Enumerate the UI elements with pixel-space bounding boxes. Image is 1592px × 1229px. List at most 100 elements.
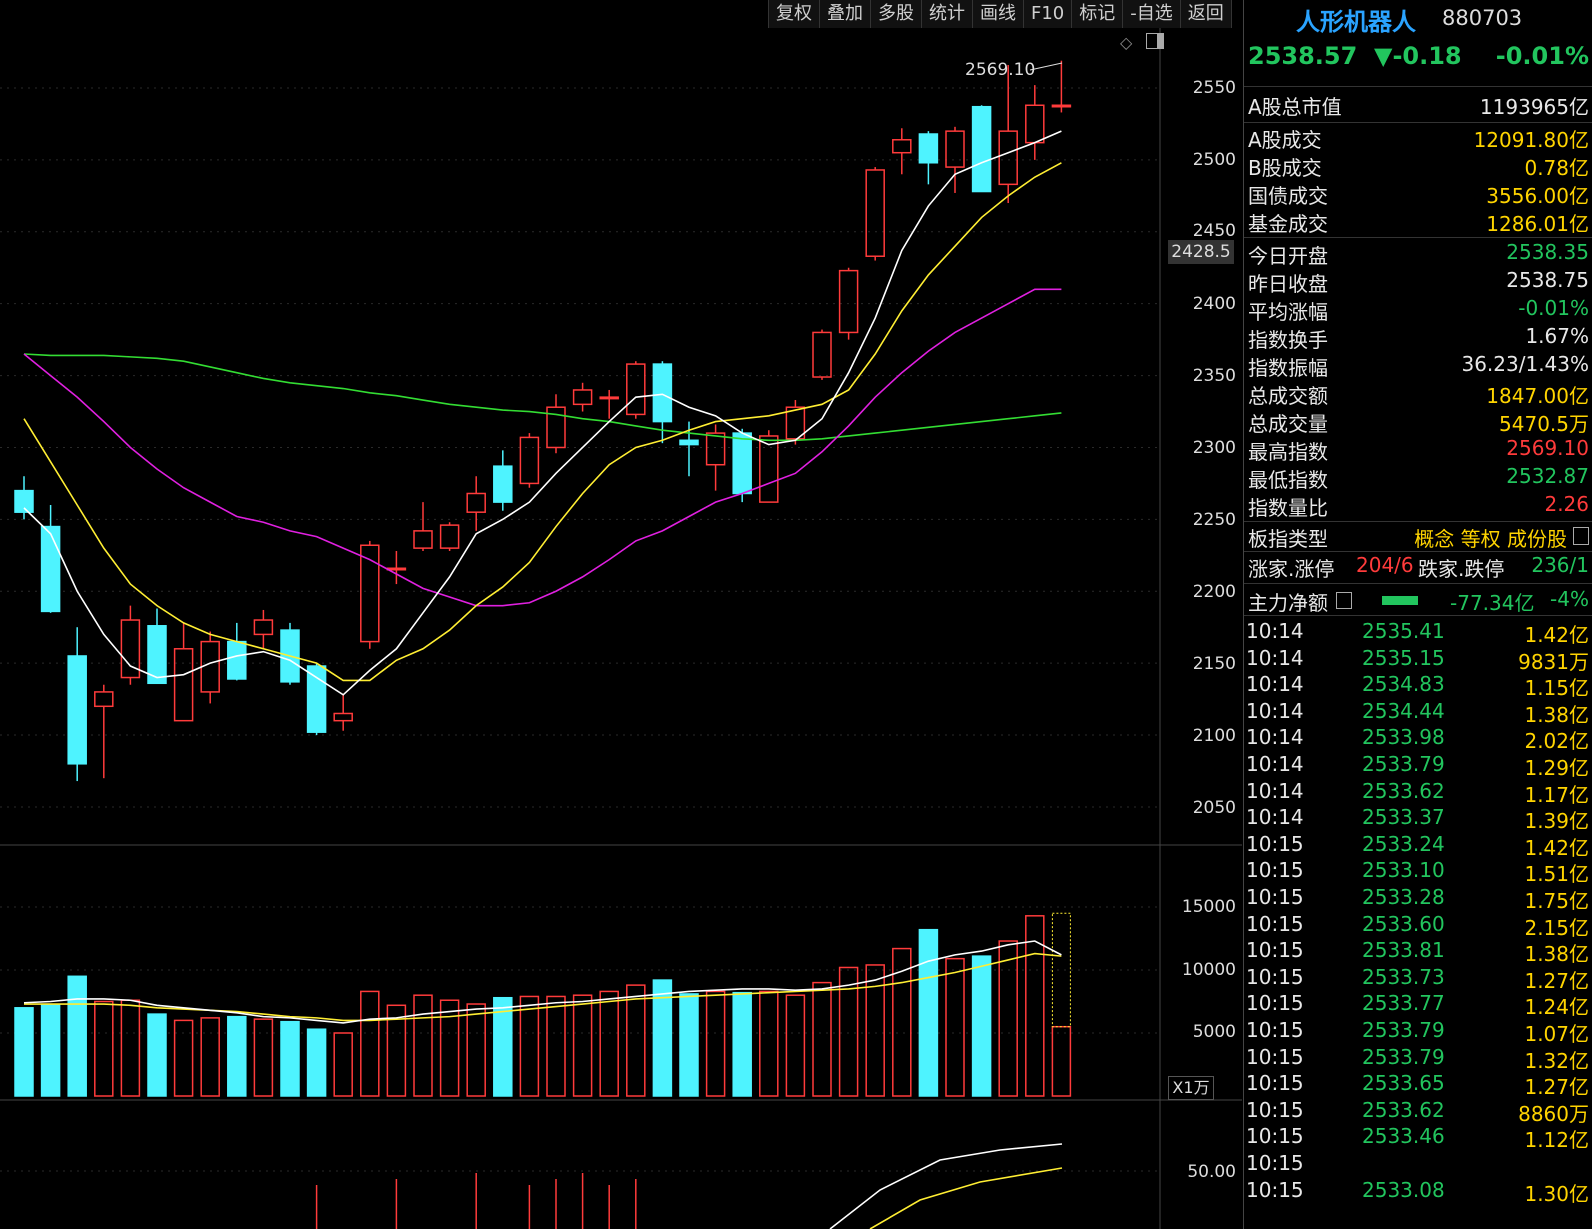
tick-price: 2534.83 [1362,672,1445,697]
candle-body [173,648,194,722]
tick-price: 2533.28 [1362,885,1445,909]
tick-time: 10:15 [1246,1018,1304,1042]
stat-label: 总成交额 [1248,384,1328,408]
volume-bar [971,955,992,1097]
board-type-label: 板指类型 [1248,527,1328,551]
toolbar-stats-button[interactable]: 统计 [922,0,973,28]
tick-volume: 1.75亿 [1524,889,1589,913]
toolbar-mark-button[interactable]: 标记 [1072,0,1124,28]
kline-chart-area[interactable]: 复权 叠加 多股 统计 画线 F10 标记 -自选 返回 2550 2500 2… [0,0,1242,1229]
candle-body [785,406,806,440]
kline-chart[interactable] [0,0,1242,1229]
stat-value: 2538.75 [1506,268,1589,292]
stat-label: 平均涨幅 [1248,300,1328,324]
price-axis-label: 2450 [1192,221,1236,241]
tick-time: 10:14 [1246,725,1304,750]
quote-sidebar: 人形机器人 880703 2538.57 ▼-0.18 -0.01% A股总市值… [1243,0,1592,1229]
candle-body [386,567,407,571]
candle-body [519,436,540,485]
tick-volume: 1.38亿 [1524,942,1589,967]
volume-ma5-line [23,940,1062,1024]
stat-value: 2538.35 [1506,240,1589,264]
toolbar-back-button[interactable]: 返回 [1181,0,1232,28]
candle-body [253,619,274,636]
board-type-row[interactable]: 板指类型 概念 等权 成份股 [1244,523,1592,551]
stat-value: 1193965亿 [1479,95,1589,119]
tick-time: 10:15 [1246,964,1304,989]
indicator-line-yellow [869,1167,1063,1229]
candle-body [918,133,939,164]
tick-row: 10:14 2535.41 1.42亿 [1244,619,1592,647]
tick-volume: 1.39亿 [1524,809,1589,834]
tick-price: 2533.24 [1362,831,1445,856]
candle-body [306,665,327,733]
stat-row: A股总市值 1193965亿 [1244,91,1592,119]
tick-time: 10:15 [1246,1151,1304,1175]
tick-volume: 1.42亿 [1524,623,1589,647]
volume-bar [333,1032,353,1097]
updown-up-value: 204/6 [1356,553,1414,577]
toolbar-fuquan-button[interactable]: 复权 [769,0,820,28]
candle-body [945,130,965,168]
candle-body [147,625,167,685]
tick-price: 2533.79 [1362,1018,1445,1042]
tick-row: 10:15 2533.08 1.30亿 [1244,1178,1592,1206]
stat-label: 总成交量 [1248,412,1328,436]
stat-value: 1.67% [1525,324,1589,348]
updown-down-label: 跌家.跌停 [1418,557,1505,581]
stat-label: 最低指数 [1248,468,1328,492]
panel-toggle-icon[interactable] [1146,33,1164,49]
candle-body [705,432,726,466]
high-annotation-arrow [1029,62,1063,71]
volume-bar [626,984,646,1097]
candle-body [546,406,566,449]
stat-row: 平均涨幅 -0.01% [1244,296,1592,324]
volume-bar [652,979,673,1097]
volume-bar [838,966,859,1097]
tick-row: 10:14 2534.44 1.38亿 [1244,698,1592,727]
list-icon[interactable] [1336,592,1352,609]
index-code: 880703 [1442,6,1523,30]
toolbar-remove-watchlist-button[interactable]: -自选 [1123,0,1181,28]
stat-label: 基金成交 [1248,212,1328,236]
tick-volume: 1.29亿 [1524,756,1589,780]
stat-value: -0.01% [1518,296,1589,320]
toolbar-f10-button[interactable]: F10 [1024,0,1073,28]
stat-row: 总成交量 5470.5万 [1244,408,1592,436]
divider [1244,583,1592,584]
tick-row: 10:15 2533.62 8860万 [1244,1098,1592,1126]
tick-row: 10:15 2533.28 1.75亿 [1244,885,1592,913]
tick-price: 2533.77 [1362,991,1445,1016]
volume-unit-label: X1万 [1168,1076,1214,1100]
tick-time: 10:15 [1246,911,1304,936]
price-axis-label: 2050 [1192,798,1236,818]
stat-row: 最高指数 2569.10 [1244,436,1592,464]
candle-body [732,432,752,495]
tick-volume: 1.12亿 [1524,1128,1589,1153]
stat-value: 0.78亿 [1524,156,1589,180]
tick-price: 2533.46 [1362,1124,1445,1149]
tick-price: 2533.65 [1362,1071,1445,1096]
candle-body [812,331,832,378]
toolbar-multi-stock-button[interactable]: 多股 [871,0,922,28]
stat-label: 国债成交 [1248,184,1328,208]
toolbar-draw-button[interactable]: 画线 [973,0,1024,28]
volume-bar [1051,1025,1072,1097]
volume-bar [439,999,460,1097]
toolbar-overlay-button[interactable]: 叠加 [820,0,871,28]
diamond-icon[interactable]: ◇ [1120,33,1133,52]
tick-price: 2533.79 [1362,1044,1445,1069]
tick-price: 2533.81 [1362,938,1445,963]
list-icon[interactable] [1573,527,1589,545]
stat-row: 基金成交 1286.01亿 [1244,208,1592,236]
tick-time: 10:14 [1246,698,1304,723]
tick-price: 2535.41 [1362,619,1445,643]
tick-row: 10:14 2533.98 2.02亿 [1244,725,1592,753]
divider [1244,521,1592,522]
tick-row: 10:15 2533.24 1.42亿 [1244,831,1592,860]
volume-bar [413,994,433,1097]
tick-time: 10:14 [1246,645,1304,670]
price-axis-label: 2500 [1192,150,1236,170]
stat-label: 昨日收盘 [1248,272,1328,296]
candle-body [998,130,1018,186]
